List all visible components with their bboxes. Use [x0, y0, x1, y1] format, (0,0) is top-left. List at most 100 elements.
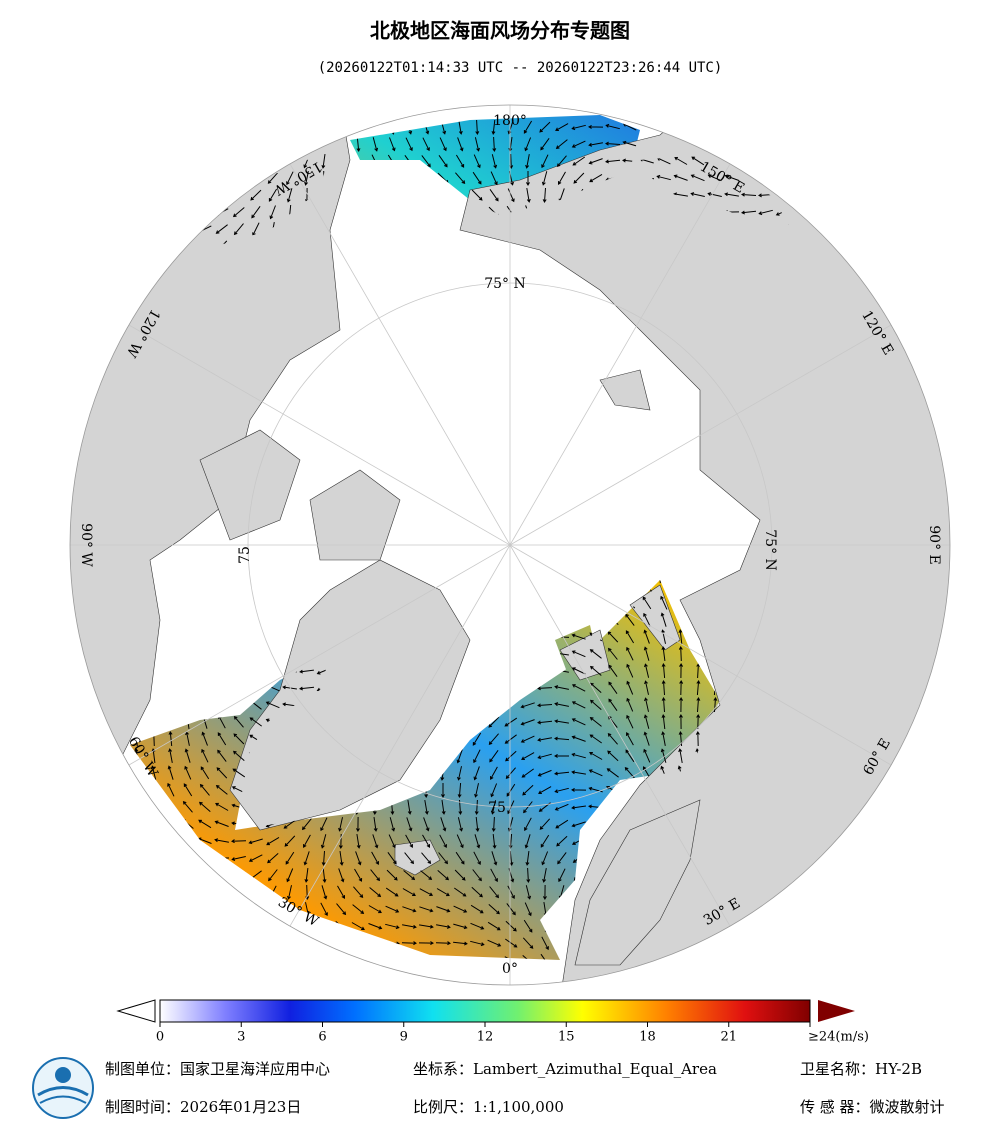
wind-arrow — [215, 904, 229, 914]
wind-arrow — [287, 971, 294, 983]
wind-arrow — [133, 800, 141, 814]
wind-arrow — [492, 834, 497, 849]
wind-arrow — [146, 192, 161, 197]
wind-arrow — [148, 817, 159, 830]
wind-arrow — [199, 783, 210, 796]
wind-arrow — [537, 737, 552, 742]
wind-arrow — [163, 192, 178, 197]
colorbar-bar — [159, 999, 811, 1023]
wind-arrow — [554, 736, 570, 741]
wind-arrow — [470, 940, 485, 947]
wind-arrow — [491, 154, 498, 169]
wind-arrow — [299, 669, 314, 674]
wind-arrow — [540, 953, 550, 960]
wind-arrow — [475, 119, 480, 135]
wind-arrow — [163, 854, 178, 862]
wind-arrow — [267, 172, 278, 184]
wind-arrow — [114, 175, 127, 181]
wind-arrow — [319, 115, 329, 117]
wind-arrow — [523, 919, 533, 933]
wind-arrow — [115, 837, 126, 846]
wind-arrow — [320, 834, 327, 849]
wind-arrow — [201, 972, 210, 983]
wind-arrow — [216, 767, 228, 779]
wind-arrow — [607, 750, 619, 762]
wind-arrow — [696, 697, 701, 713]
wind-arrow — [198, 122, 211, 132]
wind-arrow — [146, 956, 161, 960]
latitude-label: 75 — [488, 800, 506, 816]
wind-arrow — [472, 171, 482, 185]
wind-arrow — [184, 765, 192, 780]
wind-arrow — [198, 801, 211, 812]
wind-arrow — [165, 973, 176, 981]
wind-arrow — [217, 749, 227, 762]
wind-arrow — [117, 784, 123, 797]
wind-arrow — [775, 140, 790, 147]
wind-arrow — [473, 766, 480, 781]
wind-arrow — [525, 154, 530, 169]
wind-arrow — [355, 115, 361, 118]
wind-arrow — [338, 868, 345, 883]
colorbar-tick-label: 9 — [400, 1030, 408, 1045]
wind-arrow — [440, 817, 447, 832]
wind-arrow — [197, 906, 212, 913]
wind-arrow — [304, 868, 309, 883]
wind-arrow — [368, 905, 382, 914]
wind-arrow — [571, 140, 586, 148]
longitude-label: 90° W — [78, 523, 94, 567]
wind-arrow — [509, 850, 514, 866]
wind-arrow — [490, 868, 498, 883]
wind-arrow — [743, 121, 755, 133]
meridian — [289, 544, 511, 927]
wind-arrow — [146, 907, 162, 912]
wind-arrow — [301, 818, 312, 831]
wind-arrow — [163, 923, 178, 930]
wind-arrow — [724, 192, 739, 197]
wind-arrow — [690, 956, 705, 960]
wind-arrow — [271, 970, 275, 984]
wind-arrow — [709, 973, 721, 981]
wind-arrow — [146, 259, 161, 267]
wind-arrow — [744, 115, 754, 116]
wind-arrow — [471, 886, 483, 898]
wind-arrow — [249, 173, 263, 183]
wind-arrow — [690, 192, 705, 197]
wind-arrow — [524, 817, 532, 832]
wind-arrow — [541, 936, 549, 951]
wind-arrow — [233, 715, 244, 728]
map-time: 制图时间：2026年01月23日 — [105, 1098, 301, 1116]
wind-arrow — [266, 836, 280, 846]
wind-arrow — [354, 868, 363, 882]
wind-arrow — [271, 935, 276, 951]
wind-arrow — [571, 735, 586, 742]
wind-arrow — [775, 176, 790, 181]
wind-arrow — [303, 834, 311, 848]
wind-arrow — [690, 174, 705, 182]
colorbar: 0 3 6 9 12 15 18 21 ≥24(m/s) — [116, 999, 869, 1045]
wind-arrow — [130, 275, 144, 285]
wind-arrow — [215, 802, 229, 811]
wind-arrow — [455, 172, 466, 185]
wind-arrow — [117, 766, 122, 779]
wind-arrow — [588, 769, 603, 777]
wind-arrow — [571, 805, 586, 810]
wind-arrow — [457, 766, 462, 781]
wind-arrow — [283, 122, 297, 132]
wind-arrow — [163, 174, 178, 181]
wind-arrow — [505, 750, 517, 762]
wind-arrow — [163, 210, 179, 215]
wind-arrow — [554, 771, 570, 776]
wind-arrow — [197, 872, 212, 877]
wind-arrow — [130, 292, 143, 302]
wind-arrow — [113, 890, 127, 893]
wind-arrow — [474, 799, 479, 815]
wind-arrow — [236, 970, 240, 984]
wind-arrow — [506, 783, 516, 797]
wind-arrow — [183, 115, 193, 116]
colorbar-tick-label: 0 — [156, 1030, 164, 1045]
wind-arrow — [571, 124, 586, 131]
wind-arrow — [406, 817, 413, 832]
wind-arrow — [524, 902, 532, 917]
